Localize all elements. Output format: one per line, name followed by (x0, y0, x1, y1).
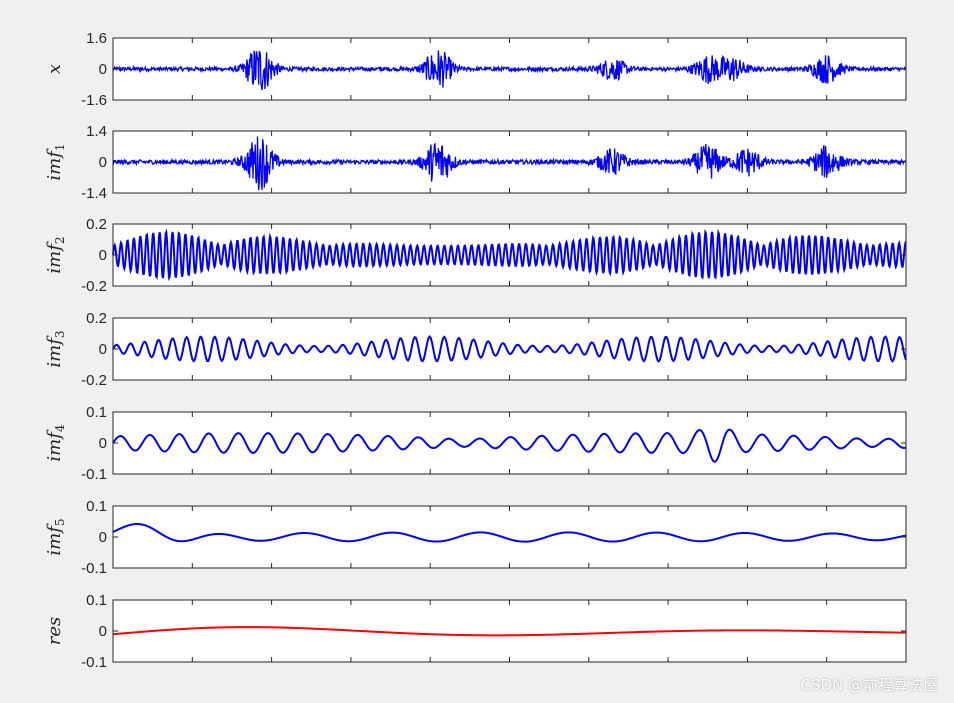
series-line (112, 136, 907, 191)
y-tick-label: -0.2 (81, 278, 107, 295)
y-axis-label: imf4 (44, 424, 67, 462)
series-line (112, 228, 907, 282)
y-tick-label: 0 (99, 435, 107, 452)
plot-area (113, 506, 906, 568)
y-axis-label: imf2 (44, 236, 67, 273)
series-line (112, 50, 907, 91)
y-tick-label: -0.2 (81, 372, 107, 389)
watermark-text: CSDN @前程算法屋 (800, 676, 938, 694)
y-tick-label: 0.1 (86, 498, 107, 515)
y-tick-label: 0 (99, 61, 107, 78)
y-tick-label: 0 (99, 623, 107, 640)
y-axis-label: res (44, 617, 65, 646)
y-axis-label: imf5 (44, 518, 67, 555)
y-tick-label: 0.2 (86, 310, 107, 327)
y-tick-label: 0.1 (86, 592, 107, 609)
series-line (112, 428, 907, 463)
y-axis-label-subscript: 2 (53, 236, 67, 244)
y-tick-label: -1.6 (81, 92, 107, 109)
y-tick-label: 0 (99, 247, 107, 264)
y-tick-label: -0.1 (81, 560, 107, 577)
subplot-4: 0.2 0 -0.2 imf3 (44, 310, 907, 389)
y-tick-label: 0.2 (86, 216, 107, 233)
y-tick-label: 0 (99, 341, 107, 358)
y-tick-label: 0 (99, 154, 107, 171)
y-tick-label: -0.1 (81, 466, 107, 483)
y-tick-label: -0.1 (81, 654, 107, 671)
subplot-6: 0.1 0 -0.1 imf5 (44, 498, 907, 577)
subplot-5: 0.1 0 -0.1 imf4 (44, 404, 907, 483)
y-tick-label: -1.4 (81, 185, 107, 202)
series-line (112, 335, 907, 363)
subplot-1: 1.6 0 -1.6 x (44, 30, 907, 109)
y-tick-label: 1.4 (86, 123, 107, 140)
y-axis-label: imf3 (44, 330, 67, 367)
y-axis-label-subscript: 1 (53, 143, 67, 151)
subplot-2: 1.4 0 -1.4 imf1 (44, 123, 907, 202)
subplot-7: 0.1 0 -0.1 res (44, 592, 907, 671)
subplot-3: 0.2 0 -0.2 imf2 (44, 216, 907, 295)
y-axis-label: x (44, 64, 65, 74)
y-axis-label-subscript: 4 (53, 424, 67, 432)
y-tick-label: 1.6 (86, 30, 107, 47)
y-axis-label-subscript: 3 (53, 330, 67, 338)
y-axis-label-subscript: 5 (53, 518, 67, 526)
y-axis-label: imf1 (44, 143, 67, 180)
y-tick-label: 0.1 (86, 404, 107, 421)
series-line (112, 626, 907, 637)
series-line (112, 523, 907, 543)
y-tick-label: 0 (99, 529, 107, 546)
